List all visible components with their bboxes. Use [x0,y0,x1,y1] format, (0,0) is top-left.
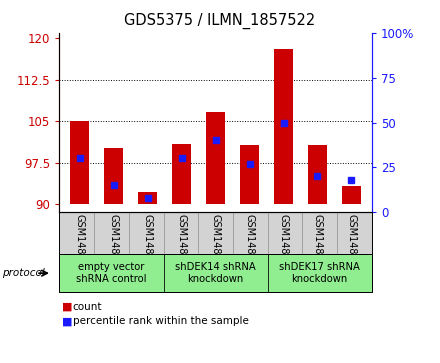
Text: percentile rank within the sample: percentile rank within the sample [73,316,249,326]
Bar [172,144,191,204]
Bar [104,148,123,204]
Bar [206,112,225,204]
Text: GDS5375 / ILMN_1857522: GDS5375 / ILMN_1857522 [125,13,315,29]
Text: empty vector
shRNA control: empty vector shRNA control [76,262,147,284]
Bar [308,145,327,204]
Text: ■: ■ [62,316,72,326]
Text: protocol: protocol [2,268,45,278]
Text: shDEK17 shRNA
knockdown: shDEK17 shRNA knockdown [279,262,360,284]
Bar [138,192,157,204]
Bar [342,186,361,204]
Text: count: count [73,302,102,312]
Text: ■: ■ [62,302,72,312]
Text: shDEK14 shRNA
knockdown: shDEK14 shRNA knockdown [175,262,256,284]
Bar [240,145,259,204]
Bar [274,49,293,204]
Bar [70,121,89,204]
